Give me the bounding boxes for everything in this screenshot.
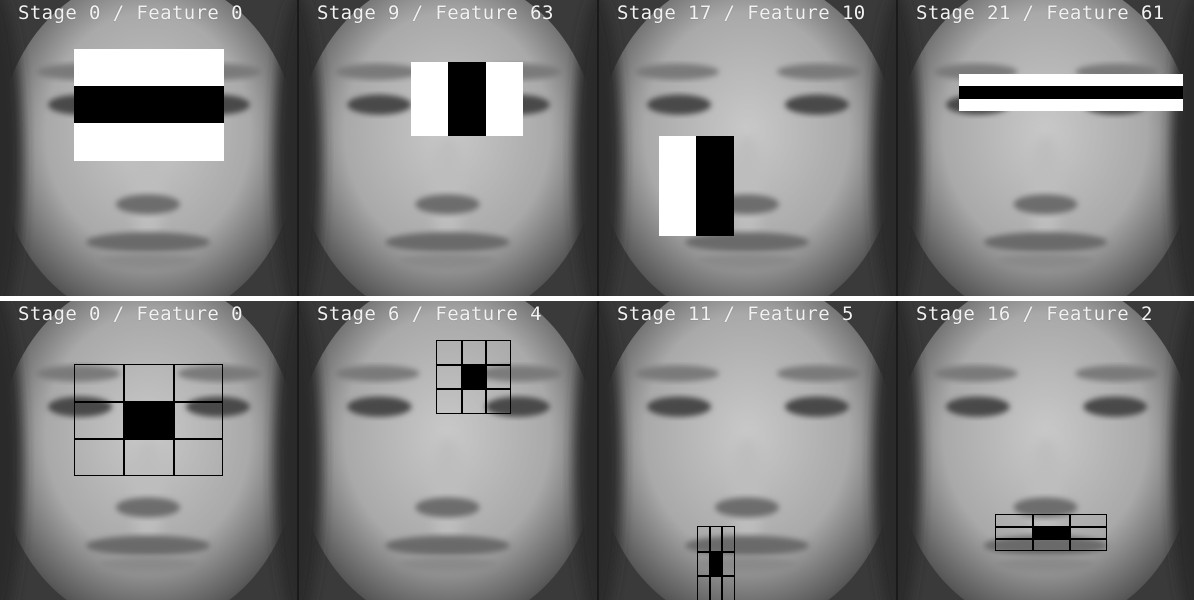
lbp-grid-feature: [995, 514, 1107, 551]
haar-feature-two-vertical: [659, 136, 734, 236]
panel-bottom-4: Stage 16 / Feature 2: [898, 301, 1194, 600]
panel-bottom-3: Stage 11 / Feature 5: [599, 301, 896, 600]
panel-label: Stage 0 / Feature 0: [18, 2, 243, 24]
face-image: [898, 0, 1194, 296]
panel-label: Stage 17 / Feature 10: [617, 2, 866, 24]
panel-top-1: Stage 0 / Feature 0: [0, 0, 297, 296]
face-image: [599, 0, 896, 296]
lbp-grid-feature: [697, 526, 735, 600]
face-image: [299, 0, 597, 296]
row-divider: [0, 296, 1194, 301]
panel-top-2: Stage 9 / Feature 63: [299, 0, 597, 296]
panel-label: Stage 0 / Feature 0: [18, 303, 243, 325]
panel-top-3: Stage 17 / Feature 10: [599, 0, 896, 296]
panel-bottom-1: Stage 0 / Feature 0: [0, 301, 297, 600]
panel-label: Stage 9 / Feature 63: [317, 2, 554, 24]
face-image: [898, 301, 1194, 600]
haar-feature-three-horizontal: [74, 49, 224, 161]
panel-label: Stage 21 / Feature 61: [916, 2, 1165, 24]
panel-top-4: Stage 21 / Feature 61: [898, 0, 1194, 296]
panel-label: Stage 11 / Feature 5: [617, 303, 854, 325]
face-image: [599, 301, 896, 600]
lbp-grid-feature: [436, 340, 511, 414]
haar-feature-three-vertical: [411, 62, 523, 136]
haar-feature-thin-horizontal: [959, 74, 1183, 111]
panel-label: Stage 6 / Feature 4: [317, 303, 542, 325]
panel-bottom-2: Stage 6 / Feature 4: [299, 301, 597, 600]
panel-label: Stage 16 / Feature 2: [916, 303, 1153, 325]
lbp-grid-feature: [74, 364, 223, 476]
